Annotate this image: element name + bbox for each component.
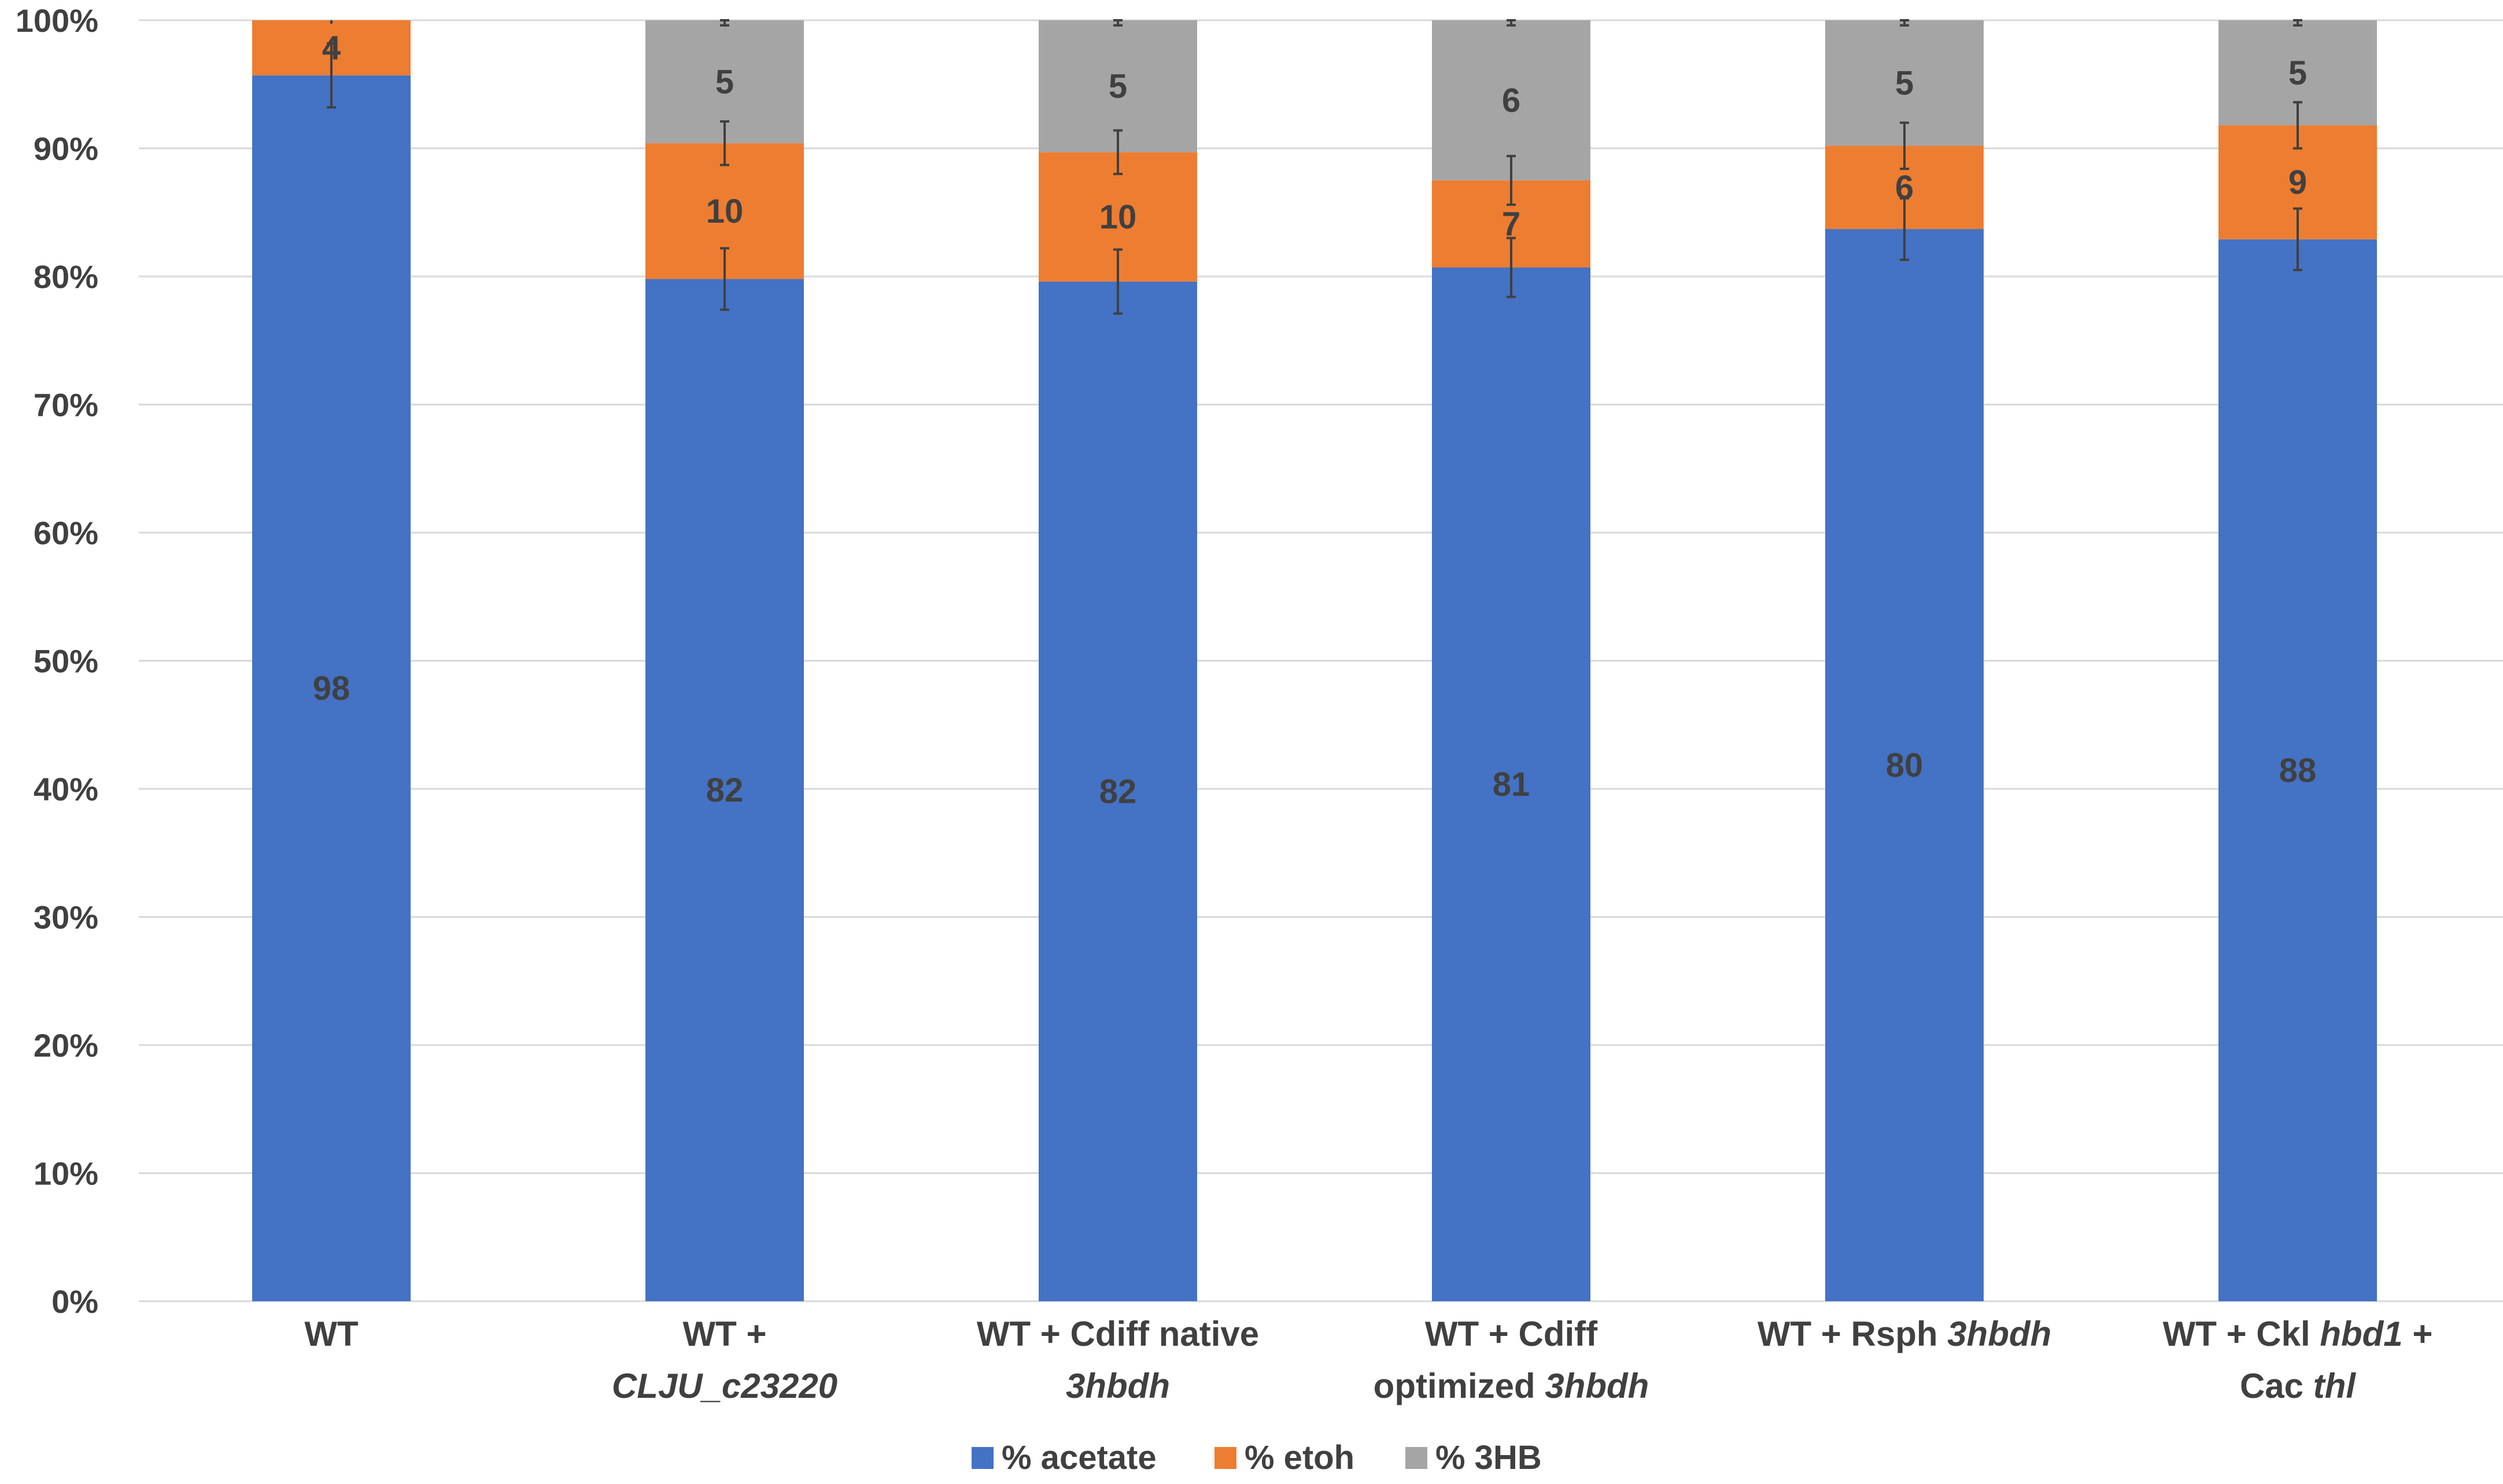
bar-segment-1: [1432, 267, 1590, 1301]
data-labels: 98 4 82 10 5 82 10 5 81 7 6 80 6 5 88 9 5: [313, 29, 2317, 811]
error-bar: [1900, 121, 1909, 170]
y-tick-label: 30%: [34, 899, 98, 936]
data-label: 4: [322, 29, 341, 67]
y-tick-label: 60%: [34, 515, 98, 551]
legend-item: % etoh: [1214, 1439, 1354, 1476]
bar-segment-1: [1039, 281, 1197, 1301]
error-bar: [327, 42, 336, 109]
data-label: 82: [1099, 773, 1137, 810]
x-axis-category-labels: WT WT + CLJU_c23220 WT + Cdiff native 3hbdh W…: [304, 1315, 2432, 1405]
bar-segment-1: [1825, 229, 1984, 1301]
error-bar: [1113, 248, 1123, 315]
data-label: 7: [1502, 205, 1520, 243]
category-label: WT +: [683, 1315, 767, 1353]
legend-label: % acetate: [1002, 1439, 1157, 1476]
y-tick-label: 20%: [34, 1027, 98, 1064]
data-label: 5: [1109, 68, 1127, 105]
y-tick-label: 40%: [34, 771, 98, 807]
bar-segment-1: [252, 75, 411, 1301]
error-bar: [2293, 207, 2302, 271]
y-tick-label: 80%: [34, 259, 98, 295]
data-label: 88: [2279, 752, 2317, 789]
bar-segment-1: [2218, 239, 2377, 1301]
error-bar: [1900, 197, 1909, 261]
data-label: 82: [706, 771, 744, 809]
data-label: 6: [1502, 82, 1520, 119]
error-bar: [1507, 237, 1516, 298]
y-tick-label: 0%: [51, 1283, 98, 1320]
legend-swatch: [1214, 1447, 1236, 1469]
legend-swatch: [1405, 1447, 1427, 1469]
category-label: WT + Ckl hbd1 +: [2163, 1315, 2433, 1353]
legend-swatch: [972, 1447, 994, 1469]
legend: % acetate % etoh % 3HB: [972, 1439, 1542, 1476]
y-tick-label: 100%: [16, 2, 98, 39]
legend-label: % 3HB: [1435, 1439, 1542, 1476]
category-label: 3hbdh: [1066, 1367, 1170, 1405]
y-tick-label: 90%: [34, 131, 98, 167]
gridlines: [139, 19, 2503, 1302]
data-label: 5: [2288, 54, 2307, 92]
category-label: WT + Cdiff: [1425, 1315, 1598, 1353]
data-label: 80: [1886, 747, 1924, 784]
error-bars: [327, 19, 2302, 315]
data-label: 5: [1895, 65, 1914, 102]
data-label: 9: [2288, 164, 2307, 201]
bar-segment-3: [1432, 20, 1590, 180]
data-label: 98: [313, 670, 350, 707]
data-label: 81: [1493, 766, 1530, 803]
data-label: 10: [1099, 198, 1137, 236]
bars: [252, 20, 2377, 1302]
category-label: WT: [304, 1315, 358, 1353]
error-bar: [2293, 101, 2302, 150]
category-label: WT + Cdiff native: [977, 1315, 1259, 1353]
y-tick-label: 10%: [34, 1156, 98, 1192]
error-bar: [720, 120, 729, 167]
legend-item: % acetate: [972, 1439, 1157, 1476]
data-label: 5: [715, 63, 734, 101]
y-axis-tick-labels: 0% 10% 20% 30% 40% 50% 60% 70% 80% 90% 100%: [16, 2, 98, 1320]
category-label: CLJU_c23220: [612, 1367, 837, 1405]
bar-segment-1: [645, 279, 804, 1302]
data-label: 10: [706, 193, 744, 230]
y-tick-label: 70%: [34, 387, 98, 423]
category-label: optimized 3hbdh: [1374, 1367, 1649, 1405]
legend-item: % 3HB: [1405, 1439, 1542, 1476]
error-bar: [1113, 129, 1123, 175]
category-label: WT + Rsph 3hbdh: [1758, 1315, 2051, 1353]
data-label: 6: [1895, 169, 1914, 206]
error-bar: [1507, 154, 1516, 206]
legend-label: % etoh: [1245, 1439, 1354, 1476]
y-tick-label: 50%: [34, 643, 98, 680]
category-label: Cac thl: [2240, 1367, 2356, 1405]
error-bar: [720, 247, 729, 311]
